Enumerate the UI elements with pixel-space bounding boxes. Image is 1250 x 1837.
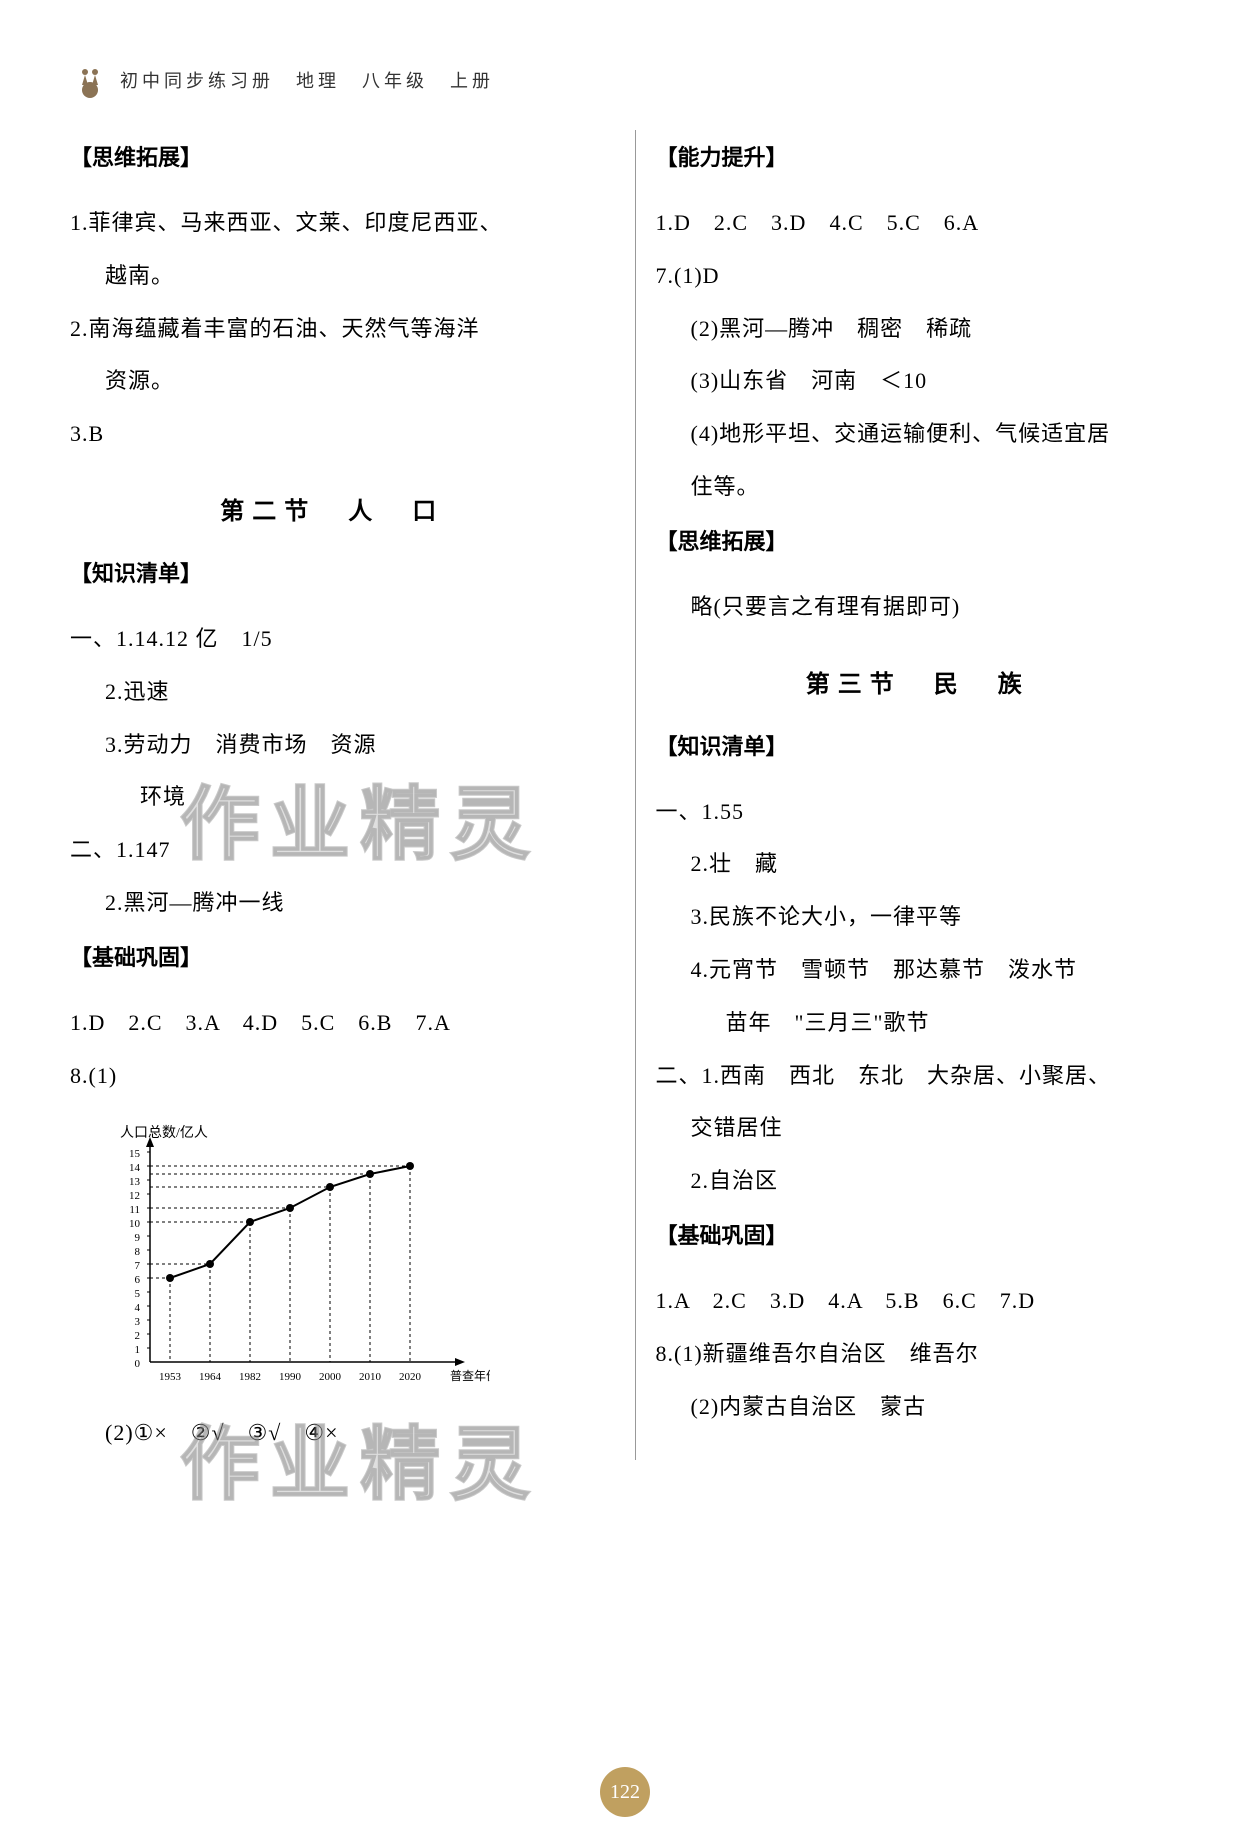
- text-line: 1.A 2.C 3.D 4.A 5.B 6.C 7.D: [656, 1275, 1181, 1328]
- text-line: (4)地形平坦、交通运输便利、气候适宜居: [656, 408, 1181, 461]
- svg-text:6: 6: [135, 1274, 141, 1286]
- text-line: 二、1.西南 西北 东北 大杂居、小聚居、: [656, 1050, 1181, 1103]
- chapter-title: 第二节 人 口: [70, 491, 595, 526]
- text-line: 交错居住: [656, 1102, 1181, 1155]
- svg-text:1953: 1953: [159, 1371, 182, 1383]
- text-line: 4.元宵节 雪顿节 那达慕节 泼水节: [656, 944, 1181, 997]
- page-header: 初中同步练习册 地理 八年级 上册: [70, 60, 1180, 100]
- text-line: 一、1.14.12 亿 1/5: [70, 613, 595, 666]
- population-chart: 人口总数/亿人 0 1 2 3 4 5 6 7 8 9 10 11: [110, 1122, 595, 1407]
- section-title: 【知识清单】: [656, 729, 1181, 761]
- text-line: 苗年 "三月三"歌节: [656, 997, 1181, 1050]
- right-column: 【能力提升】 1.D 2.C 3.D 4.C 5.C 6.A 7.(1)D (2…: [635, 130, 1181, 1460]
- section-title: 【思维拓展】: [656, 524, 1181, 556]
- text-line: 2.黑河—腾冲一线: [70, 877, 595, 930]
- text-line: 2.壮 藏: [656, 838, 1181, 891]
- text-line: 1.D 2.C 3.A 4.D 5.C 6.B 7.A: [70, 997, 595, 1050]
- header-logo-icon: [70, 60, 110, 100]
- svg-text:13: 13: [129, 1176, 141, 1188]
- section-title: 【能力提升】: [656, 140, 1181, 172]
- text-line: (2)内蒙古自治区 蒙古: [656, 1381, 1181, 1434]
- text-line: 环境: [70, 771, 595, 824]
- svg-text:4: 4: [135, 1302, 141, 1314]
- svg-text:2010: 2010: [359, 1371, 382, 1383]
- svg-text:15: 15: [129, 1148, 141, 1160]
- section-title: 【基础巩固】: [656, 1218, 1181, 1250]
- text-line: 3.劳动力 消费市场 资源: [70, 719, 595, 772]
- svg-text:9: 9: [135, 1232, 141, 1244]
- header-title: 初中同步练习册 地理 八年级 上册: [120, 67, 494, 93]
- left-column: 【思维拓展】 1.菲律宾、马来西亚、文莱、印度尼西亚、 越南。 2.南海蕴藏着丰…: [70, 130, 615, 1460]
- chapter-title: 第三节 民 族: [656, 664, 1181, 699]
- chart-y-label: 人口总数/亿人: [120, 1125, 208, 1141]
- text-line: 住等。: [656, 461, 1181, 514]
- svg-text:2020: 2020: [399, 1371, 422, 1383]
- svg-text:1982: 1982: [239, 1371, 261, 1383]
- page-number: 122: [600, 1767, 650, 1817]
- svg-text:10: 10: [129, 1218, 141, 1230]
- text-line: 2.迅速: [70, 666, 595, 719]
- text-line: 3.B: [70, 408, 595, 461]
- svg-text:5: 5: [135, 1288, 141, 1300]
- text-line: 8.(1): [70, 1050, 595, 1103]
- svg-text:2: 2: [135, 1330, 141, 1342]
- main-content: 【思维拓展】 1.菲律宾、马来西亚、文莱、印度尼西亚、 越南。 2.南海蕴藏着丰…: [70, 130, 1180, 1460]
- text-line: (2)①× ②√ ③√ ④×: [70, 1407, 595, 1460]
- text-line: 略(只要言之有理有据即可): [656, 581, 1181, 634]
- text-line: 1.D 2.C 3.D 4.C 5.C 6.A: [656, 197, 1181, 250]
- text-line: 2.南海蕴藏着丰富的石油、天然气等海洋: [70, 303, 595, 356]
- svg-text:1990: 1990: [279, 1371, 302, 1383]
- text-line: 8.(1)新疆维吾尔自治区 维吾尔: [656, 1328, 1181, 1381]
- svg-text:普查年份: 普查年份: [450, 1369, 490, 1383]
- svg-text:0: 0: [135, 1358, 141, 1370]
- text-line: 二、1.147: [70, 824, 595, 877]
- text-line: 1.菲律宾、马来西亚、文莱、印度尼西亚、: [70, 197, 595, 250]
- section-title: 【基础巩固】: [70, 940, 595, 972]
- section-title: 【知识清单】: [70, 556, 595, 588]
- svg-text:1: 1: [135, 1344, 141, 1356]
- text-line: (2)黑河—腾冲 稠密 稀疏: [656, 303, 1181, 356]
- text-line: 越南。: [70, 250, 595, 303]
- svg-text:12: 12: [129, 1190, 140, 1202]
- svg-text:8: 8: [135, 1246, 141, 1258]
- text-line: (3)山东省 河南 ＜10: [656, 355, 1181, 408]
- svg-text:7: 7: [135, 1260, 141, 1272]
- text-line: 资源。: [70, 355, 595, 408]
- svg-text:1964: 1964: [199, 1371, 222, 1383]
- text-line: 7.(1)D: [656, 250, 1181, 303]
- text-line: 3.民族不论大小，一律平等: [656, 891, 1181, 944]
- svg-text:11: 11: [129, 1204, 140, 1216]
- svg-text:14: 14: [129, 1162, 141, 1174]
- svg-text:2000: 2000: [319, 1371, 342, 1383]
- svg-text:3: 3: [135, 1316, 141, 1328]
- page-number-circle: 122: [600, 1767, 650, 1817]
- text-line: 2.自治区: [656, 1155, 1181, 1208]
- text-line: 一、1.55: [656, 786, 1181, 839]
- section-title: 【思维拓展】: [70, 140, 595, 172]
